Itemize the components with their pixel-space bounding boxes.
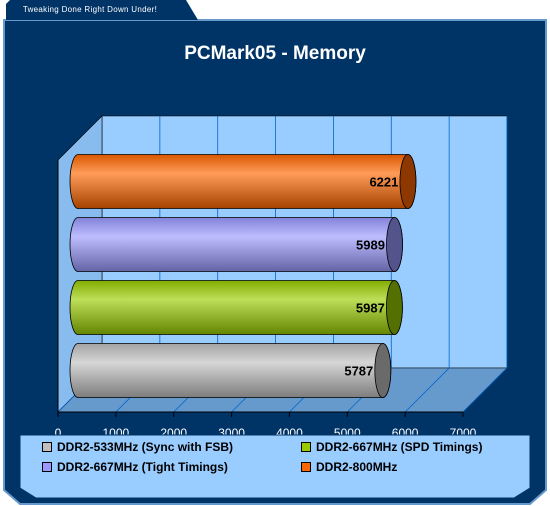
- floor-gridline: [462, 367, 508, 413]
- bar: 6221: [69, 154, 417, 209]
- bar-body: [69, 343, 392, 398]
- x-tick-label: 0: [55, 426, 62, 440]
- legend-item: DDR2-533MHz (Sync with FSB): [42, 440, 233, 454]
- legend-label: DDR2-800MHz: [316, 460, 398, 474]
- legend-label: DDR2-667MHz (Tight Timings): [57, 460, 228, 474]
- legend-label: DDR2-667MHz (SPD Timings): [316, 440, 483, 454]
- floor-gridline: [404, 367, 450, 413]
- legend-swatch: [301, 442, 311, 452]
- bar-value-label: 5989: [356, 238, 385, 253]
- bars: 5787 5987 5989 6221: [69, 154, 417, 398]
- legend-swatch: [301, 462, 311, 472]
- legend-swatch: [42, 462, 52, 472]
- legend-item: DDR2-667MHz (Tight Timings): [42, 460, 228, 474]
- bar-value-label: 5987: [356, 301, 385, 316]
- bar: 5989: [69, 217, 403, 272]
- bar-end-cap: [386, 217, 403, 272]
- header-tagline: Tweaking Done Right Down Under!: [22, 5, 158, 14]
- bar-end-cap: [385, 280, 403, 335]
- bar: 5987: [69, 280, 403, 335]
- legend-item: DDR2-800MHz: [301, 460, 397, 474]
- bar-value-label: 6221: [369, 175, 398, 190]
- bar-body: [69, 154, 417, 209]
- bar-body: [69, 217, 403, 272]
- bar: 5787: [69, 343, 392, 398]
- legend: DDR2-533MHz (Sync with FSB) DDR2-667MHz (…: [42, 440, 512, 480]
- legend-label: DDR2-533MHz (Sync with FSB): [57, 440, 234, 454]
- header-tab: [6, 0, 198, 20]
- legend-box: [19, 434, 531, 499]
- legend-item: DDR2-667MHz (SPD Timings): [301, 440, 482, 454]
- bar-value-label: 5787: [344, 364, 373, 379]
- bar-end-cap: [374, 343, 392, 398]
- bar-end-cap: [399, 154, 417, 209]
- chart-title: PCMark05 - Memory: [184, 43, 366, 64]
- legend-swatch: [42, 442, 52, 452]
- bar-body: [69, 280, 403, 335]
